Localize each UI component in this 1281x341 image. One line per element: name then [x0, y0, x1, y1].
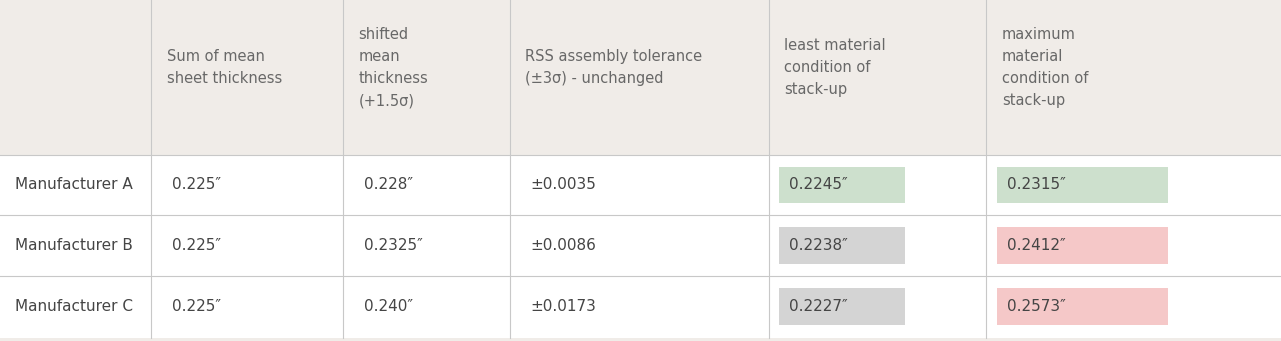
Text: ±0.0086: ±0.0086 [530, 238, 596, 253]
Bar [0, 276, 1281, 338]
Text: 0.2245″: 0.2245″ [789, 178, 848, 192]
Bar [997, 227, 1167, 264]
Text: Sum of mean
sheet thickness: Sum of mean sheet thickness [167, 49, 282, 86]
Bar [0, 0, 1281, 155]
Text: 0.225″: 0.225″ [172, 238, 220, 253]
Text: 0.225″: 0.225″ [172, 178, 220, 192]
Text: 0.2238″: 0.2238″ [789, 238, 848, 253]
Text: ±0.0035: ±0.0035 [530, 178, 596, 192]
Text: 0.2325″: 0.2325″ [364, 238, 423, 253]
Bar [779, 288, 906, 325]
Text: 0.225″: 0.225″ [172, 299, 220, 314]
Bar [0, 155, 1281, 215]
Bar [997, 167, 1167, 203]
Text: Manufacturer B: Manufacturer B [15, 238, 133, 253]
Text: Manufacturer A: Manufacturer A [15, 178, 133, 192]
Text: ±0.0173: ±0.0173 [530, 299, 596, 314]
Text: 0.240″: 0.240″ [364, 299, 412, 314]
Text: 0.228″: 0.228″ [364, 178, 412, 192]
Bar [0, 215, 1281, 276]
Text: RSS assembly tolerance
(±3σ) - unchanged: RSS assembly tolerance (±3σ) - unchanged [525, 49, 702, 86]
Text: 0.2412″: 0.2412″ [1007, 238, 1066, 253]
Text: shifted
mean
thickness
(+1.5σ): shifted mean thickness (+1.5σ) [359, 27, 428, 108]
Text: 0.2573″: 0.2573″ [1007, 299, 1066, 314]
Text: 0.2315″: 0.2315″ [1007, 178, 1066, 192]
Text: 0.2227″: 0.2227″ [789, 299, 848, 314]
Text: maximum
material
condition of
stack-up: maximum material condition of stack-up [1002, 27, 1088, 108]
Text: Manufacturer C: Manufacturer C [15, 299, 133, 314]
Bar [779, 227, 906, 264]
Text: least material
condition of
stack-up: least material condition of stack-up [784, 38, 885, 97]
Bar [779, 167, 906, 203]
Bar [997, 288, 1167, 325]
